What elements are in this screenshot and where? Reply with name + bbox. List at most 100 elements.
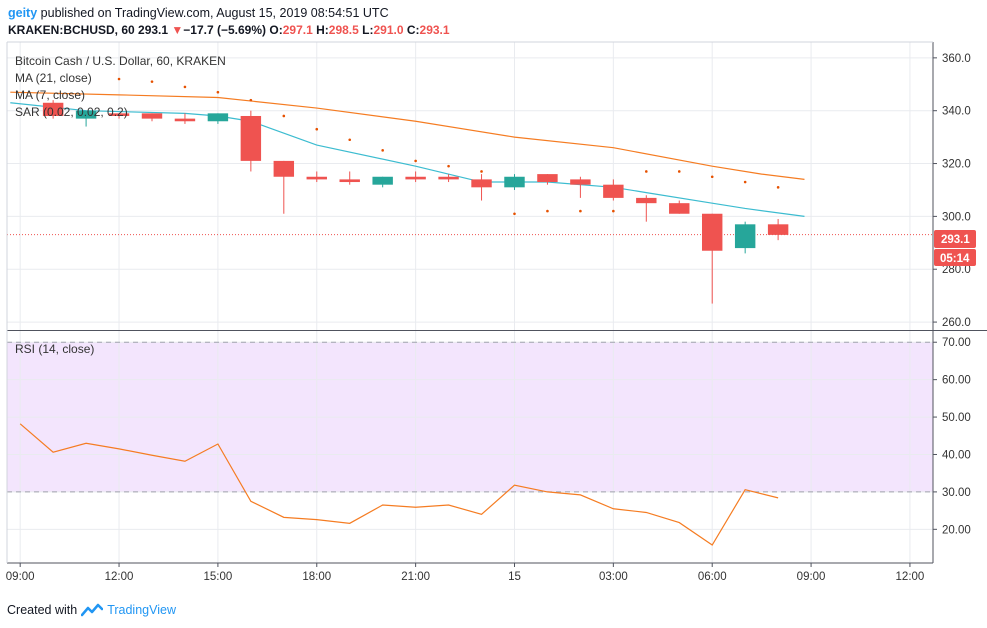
ma21-line	[10, 91, 805, 180]
sar-legend[interactable]: SAR (0.02, 0.02, 0.2)	[15, 105, 128, 119]
rsi-tick-label: 50.00	[942, 412, 971, 424]
published-text: published on TradingView.com, August 15,…	[40, 6, 389, 20]
sar-dot	[677, 170, 681, 173]
price-tick-label: 260.0	[942, 317, 971, 329]
candle-body	[405, 176, 426, 180]
rsi-line-group	[19, 423, 779, 546]
sar-dot	[579, 209, 582, 213]
sar-dot	[447, 164, 450, 168]
rsi-tick-label: 40.00	[942, 449, 971, 461]
time-tick-label: 09:00	[6, 571, 35, 583]
sar-dot	[348, 138, 352, 142]
candle-body	[537, 174, 558, 183]
candle	[306, 171, 327, 183]
sar-dot	[315, 127, 319, 131]
sar-dot	[743, 180, 747, 184]
time-tick-label: 03:00	[599, 571, 628, 583]
high-label: H:	[316, 23, 329, 37]
candle-body	[438, 176, 459, 180]
price-tick-label: 280.0	[942, 264, 971, 276]
candle	[240, 110, 262, 172]
candle	[372, 176, 393, 188]
price-tick-label: 340.0	[942, 106, 971, 118]
axes	[6, 41, 987, 564]
candle	[42, 100, 64, 119]
price-tick-label: 320.0	[942, 159, 971, 171]
candle-body	[767, 224, 789, 235]
sar-dot	[513, 212, 516, 216]
symbol-label: KRAKEN:BCHUSD, 60	[8, 23, 135, 37]
price-pane[interactable]	[7, 42, 933, 330]
sar-dot	[480, 170, 483, 173]
open-label: O:	[269, 23, 283, 37]
time-tick-label: 18:00	[302, 571, 331, 583]
candle	[75, 110, 97, 127]
candle	[701, 213, 723, 304]
rsi-line	[19, 423, 779, 546]
change-value: −17.7 (−5.69%)	[183, 23, 267, 37]
candle-body	[701, 213, 723, 251]
price-badge: 293.1	[941, 234, 970, 246]
sar-dot	[183, 85, 187, 89]
candle-body	[339, 179, 360, 183]
candle-body	[75, 110, 97, 119]
price-tick-label: 300.0	[942, 211, 971, 223]
candle-body	[504, 176, 525, 188]
candle-body	[471, 179, 492, 188]
time-tick-label: 12:00	[105, 571, 134, 583]
price-tick-label: 360.0	[942, 53, 971, 65]
sar-dot	[381, 149, 384, 152]
high-value: 298.5	[328, 23, 359, 37]
sar-dot	[776, 186, 780, 189]
open-value: 297.1	[282, 23, 313, 37]
sar-dot	[645, 170, 648, 173]
time-tick-label: 12:00	[896, 571, 925, 583]
candle	[339, 171, 360, 185]
candle-body	[669, 203, 690, 214]
brand-link[interactable]: TradingView	[107, 603, 176, 617]
candle-body	[570, 179, 591, 185]
price-badge-bg	[934, 230, 976, 248]
candle	[207, 113, 229, 124]
candle	[141, 113, 163, 122]
sar-dot	[546, 209, 549, 213]
candle-body	[141, 113, 163, 119]
rsi-tick-label: 20.00	[942, 524, 971, 536]
ma21-legend[interactable]: MA (21, close)	[15, 71, 92, 85]
close-value: 293.1	[419, 23, 450, 37]
candle-body	[207, 113, 229, 122]
candle-body	[306, 176, 327, 180]
candle	[767, 219, 789, 241]
footer: Created with TradingView	[7, 603, 176, 617]
author-name[interactable]: geity	[8, 6, 38, 20]
countdown-badge-bg	[934, 249, 976, 266]
tradingview-logo-icon	[81, 603, 104, 617]
last-price: 293.1	[138, 23, 169, 37]
sar-dot	[414, 159, 417, 163]
publish-header: geity published on TradingView.com, Augu…	[8, 6, 389, 20]
candle	[438, 174, 459, 183]
candle	[636, 195, 657, 222]
ma7-legend[interactable]: MA (7, close)	[15, 88, 86, 102]
candle	[471, 174, 492, 201]
countdown-badge: 05:14	[940, 253, 970, 265]
candle-body	[42, 102, 64, 116]
time-tick-label: 15:00	[204, 571, 233, 583]
candle	[603, 179, 624, 201]
sar-dot	[216, 90, 220, 94]
candle	[273, 160, 295, 214]
candle-body	[734, 224, 756, 249]
rsi-legend[interactable]: RSI (14, close)	[15, 342, 95, 356]
candle	[669, 200, 690, 214]
candle	[734, 221, 756, 254]
ohlc-header: KRAKEN:BCHUSD, 60 293.1 ▼−17.7 (−5.69%) …	[8, 23, 450, 37]
close-label: C:	[406, 23, 420, 37]
candle-body	[174, 118, 196, 122]
sar-dot	[282, 114, 286, 118]
candle-body	[372, 176, 393, 185]
sar-dots	[117, 77, 780, 216]
low-value: 291.0	[373, 23, 404, 37]
candle-body	[108, 113, 130, 116]
candle	[405, 171, 426, 183]
